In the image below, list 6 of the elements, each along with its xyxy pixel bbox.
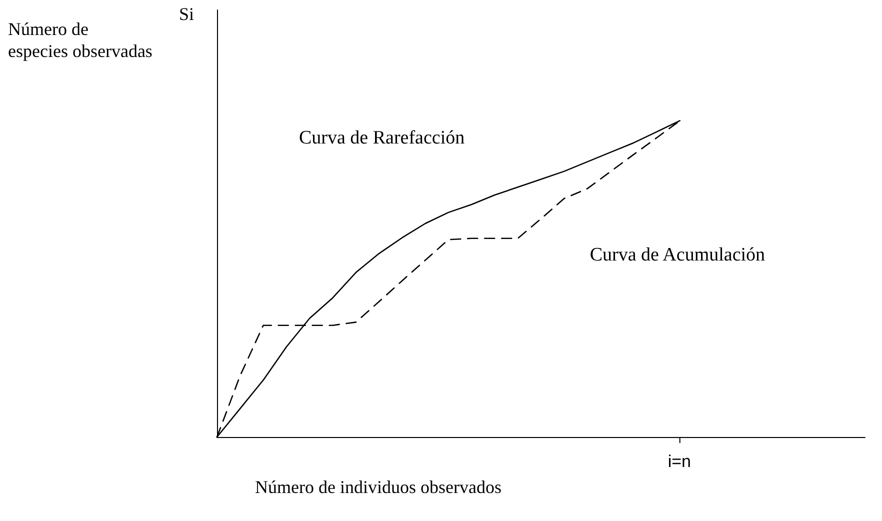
text: Curva de Rarefacción <box>299 128 466 149</box>
text: Curva de Acumulación <box>590 244 766 266</box>
x-axis-title: Número de individuos observados <box>255 477 502 497</box>
y-axis-title: Número de especies observadas <box>8 19 152 61</box>
text: i=n <box>668 452 692 471</box>
text: Si <box>179 4 194 24</box>
